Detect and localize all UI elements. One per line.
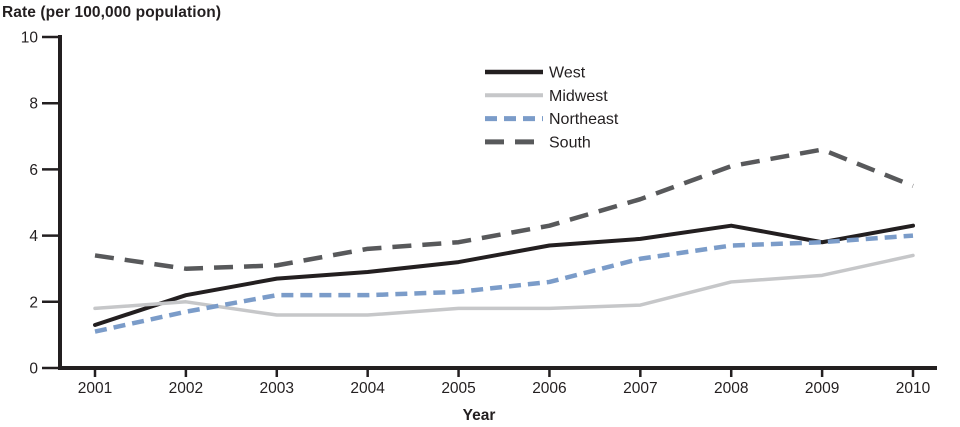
series-line-northeast (94, 233, 914, 334)
x-tick-label: 2003 (260, 380, 294, 397)
series-line-midwest (93, 253, 915, 317)
y-tick-label: 2 (29, 294, 38, 311)
legend-label-south: South (549, 134, 591, 151)
axis-lines (58, 35, 937, 370)
x-tick-label: 2007 (623, 380, 657, 397)
x-axis-title: Year (463, 407, 496, 424)
y-tick-label: 0 (29, 361, 38, 378)
y-tick-label: 6 (29, 162, 38, 179)
y-tick-label: 10 (21, 30, 39, 47)
legend-label-northeast: Northeast (549, 111, 619, 128)
x-tick-label: 2005 (441, 380, 475, 397)
legend-label-west: West (549, 65, 586, 82)
x-tick-label: 2002 (169, 380, 203, 397)
y-tick-label: 8 (29, 96, 38, 113)
series-line-south (94, 147, 914, 271)
chart-title: Rate (per 100,000 population) (2, 4, 222, 21)
y-tick-label: 4 (29, 228, 38, 245)
x-tick-label: 2006 (532, 380, 566, 397)
x-tick-label: 2010 (896, 380, 931, 397)
legend-label-midwest: Midwest (549, 88, 608, 105)
x-tick-label: 2004 (350, 380, 385, 397)
x-tick-label: 2001 (78, 380, 112, 397)
x-tick-label: 2008 (714, 380, 748, 397)
series-line-west (93, 223, 915, 327)
x-tick-label: 2009 (805, 380, 839, 397)
